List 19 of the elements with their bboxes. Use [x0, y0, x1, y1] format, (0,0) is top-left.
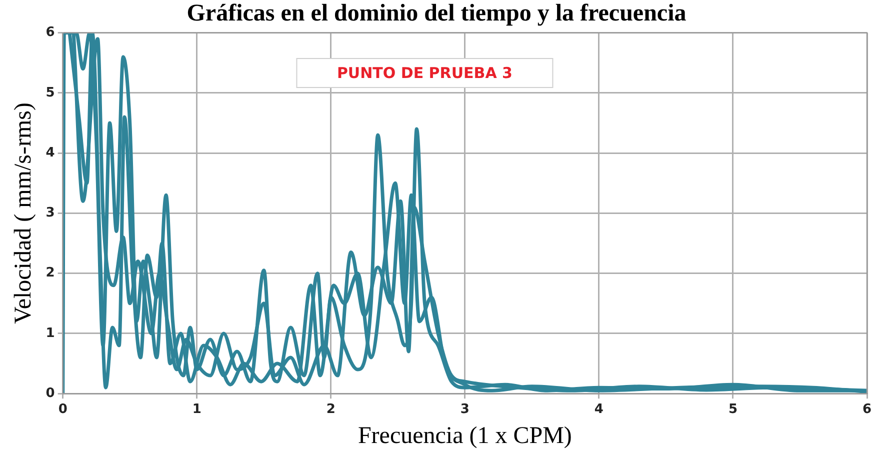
annotation: PUNTO DE PRUEBA 3	[336, 64, 512, 82]
caption-box: PUNTO DE PRUEBA 3	[296, 58, 554, 88]
x-tick-label: 0	[58, 402, 68, 417]
y-tick-label: 2	[46, 266, 55, 281]
x-axis-title: Frecuencia (1 x CPM)	[358, 422, 572, 449]
x-tick-label: 3	[460, 402, 470, 417]
y-tick-label: 3	[46, 206, 55, 221]
y-tick-label: 1	[46, 326, 55, 341]
y-tick-label: 0	[46, 386, 55, 401]
x-tick-label: 2	[326, 402, 336, 417]
chart-title: Gráficas en el dominio del tiempo y la frecuencia	[186, 0, 686, 27]
y-tick-label: 4	[46, 145, 55, 160]
x-tick-label: 1	[192, 402, 202, 417]
x-tick-label: 5	[728, 402, 738, 417]
x-tick-label: 6	[862, 402, 872, 417]
x-tick-label: 4	[594, 402, 604, 417]
y-tick-label: 5	[46, 85, 55, 100]
y-tick-label: 6	[46, 25, 55, 40]
y-axis-title: Velocidad ( mm/s-rms)	[10, 102, 37, 324]
